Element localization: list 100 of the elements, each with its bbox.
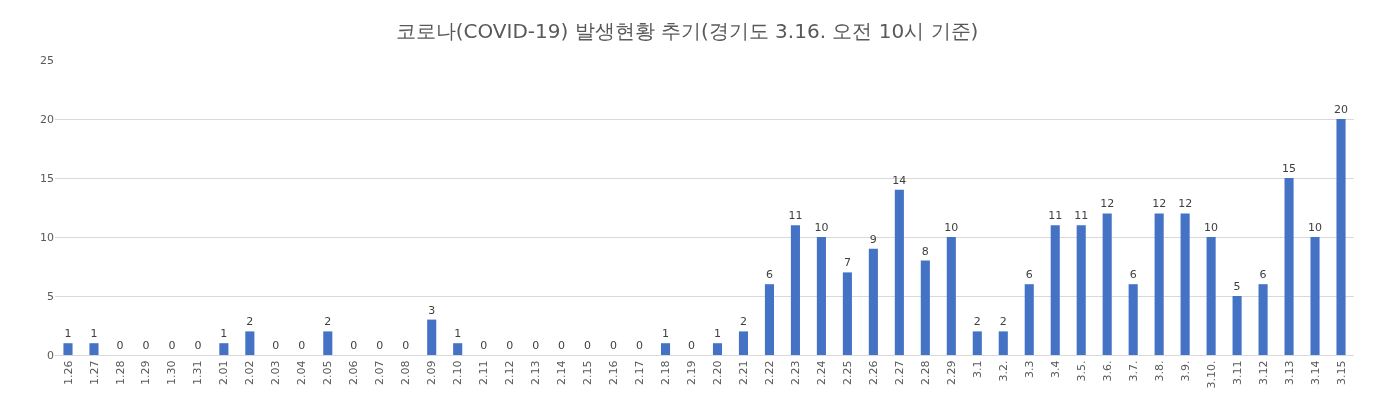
data-label: 0 xyxy=(142,339,150,352)
x-tick-label: 2.29 xyxy=(944,360,958,385)
x-tick-label: 2.19 xyxy=(685,360,699,385)
bar xyxy=(427,319,437,355)
x-tick-label: 2.25 xyxy=(840,360,854,385)
data-label: 10 xyxy=(1204,221,1219,234)
data-label: 0 xyxy=(194,339,202,352)
data-label: 1 xyxy=(64,327,72,341)
x-tick-label: 2.01 xyxy=(217,360,231,385)
data-label: 1 xyxy=(662,327,670,341)
bar xyxy=(1258,284,1268,355)
x-tick-label: 2.20 xyxy=(711,360,725,385)
bar xyxy=(1336,119,1346,355)
x-tick-label: 2.17 xyxy=(633,360,647,385)
data-label: 6 xyxy=(1025,268,1033,282)
data-label: 2 xyxy=(246,315,254,329)
x-tick-label: 2.18 xyxy=(659,360,673,385)
data-label: 0 xyxy=(506,339,514,352)
x-tick-label: 1.26 xyxy=(61,360,75,385)
data-label: 0 xyxy=(636,339,644,352)
bar xyxy=(1024,284,1034,355)
x-tick-label: 2.07 xyxy=(373,360,387,385)
x-tick-label: 2.21 xyxy=(737,360,751,385)
bar xyxy=(1076,225,1086,355)
data-label: 1 xyxy=(713,327,721,341)
data-label: 0 xyxy=(116,339,124,352)
data-label: 0 xyxy=(584,339,592,352)
bar xyxy=(89,343,99,355)
bar xyxy=(1050,225,1060,355)
data-label: 0 xyxy=(298,339,306,352)
data-label: 3 xyxy=(428,303,436,317)
x-tick-label: 3.8. xyxy=(1152,360,1166,382)
x-tick-label: 2.06 xyxy=(347,360,361,385)
x-tick-label: 3.12 xyxy=(1256,360,1270,385)
data-label: 0 xyxy=(350,339,358,352)
x-tick-label: 1.31 xyxy=(191,360,205,385)
data-label: 5 xyxy=(1233,280,1241,293)
bar xyxy=(712,343,723,355)
data-label: 2 xyxy=(739,315,747,329)
data-label: 1 xyxy=(454,327,462,341)
x-tick-label: 2.04 xyxy=(295,360,309,385)
chart-title: 코로나(COVID-19) 발생현황 추기(경기도 3.16. 오전 10시 기준) xyxy=(395,19,979,44)
data-label: 2 xyxy=(324,315,332,329)
bar xyxy=(738,331,749,355)
x-tick-label: 3.7. xyxy=(1126,360,1140,382)
bar xyxy=(842,272,852,355)
x-tick-label: 1.29 xyxy=(139,360,153,385)
y-tick-label: 20 xyxy=(40,112,54,126)
x-tick-label: 2.10 xyxy=(451,360,465,385)
bar xyxy=(245,331,255,355)
data-label: 8 xyxy=(921,244,929,258)
data-label: 20 xyxy=(1334,103,1349,116)
x-tick-label: 3.4 xyxy=(1048,360,1062,378)
x-tick-label: 2.09 xyxy=(425,360,439,385)
bar xyxy=(219,343,229,355)
x-tick-label: 2.02 xyxy=(243,360,257,385)
data-label: 10 xyxy=(814,221,829,234)
bar xyxy=(1154,213,1164,355)
x-tick-label: 2.13 xyxy=(529,360,543,385)
bar xyxy=(764,284,774,355)
x-tick-label: 3.15 xyxy=(1334,360,1348,385)
x-tick-label: 2.27 xyxy=(892,360,906,385)
bar xyxy=(946,237,956,355)
data-label: 0 xyxy=(272,339,280,352)
y-tick-label: 15 xyxy=(40,171,54,185)
x-tick-label: 2.14 xyxy=(555,360,569,385)
data-label: 10 xyxy=(944,221,959,234)
data-label: 1 xyxy=(90,327,98,341)
x-tick-label: 3.9. xyxy=(1178,360,1192,382)
data-label: 0 xyxy=(688,339,696,352)
data-label: 7 xyxy=(843,256,851,270)
y-tick-label: 5 xyxy=(47,289,54,303)
x-tick-label: 3.10. xyxy=(1204,360,1218,389)
x-tick-label: 3.13 xyxy=(1282,360,1296,385)
data-label: 0 xyxy=(376,339,384,352)
bar xyxy=(972,331,982,355)
x-tick-label: 2.12 xyxy=(503,360,517,385)
bar xyxy=(868,248,878,355)
x-tick-label: 1.30 xyxy=(165,360,179,385)
bar xyxy=(1284,178,1294,355)
x-tick-label: 3.11 xyxy=(1230,360,1244,385)
bar xyxy=(660,343,671,355)
data-label: 9 xyxy=(869,232,877,246)
x-tick-label: 3.14 xyxy=(1308,360,1322,385)
data-label: 0 xyxy=(532,339,540,352)
x-tick-label: 1.27 xyxy=(87,360,101,385)
bar xyxy=(1310,237,1320,355)
bar xyxy=(1102,213,1112,355)
data-label: 14 xyxy=(892,173,907,187)
x-tick-label: 3.3 xyxy=(1022,360,1036,378)
x-tick-label: 2.28 xyxy=(918,360,932,385)
bar xyxy=(790,225,800,355)
x-tick-label: 3.2. xyxy=(996,360,1010,382)
x-tick-label: 2.22 xyxy=(763,360,777,385)
x-tick-label: 2.08 xyxy=(399,360,413,385)
data-label: 2 xyxy=(999,315,1007,329)
x-tick-label: 1.28 xyxy=(113,360,127,385)
x-tick-label: 3.1 xyxy=(970,360,984,378)
data-label: 2 xyxy=(973,315,981,329)
y-tick-label: 25 xyxy=(40,53,54,67)
